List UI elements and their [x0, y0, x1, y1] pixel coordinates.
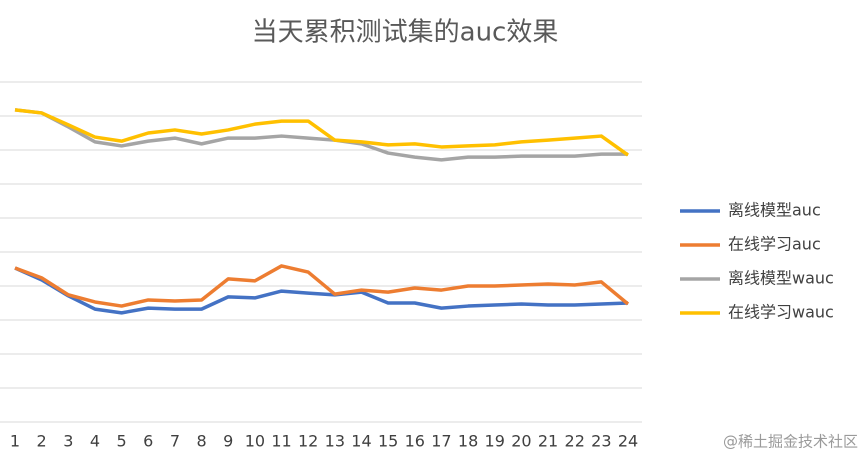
- line: [14, 264, 630, 308]
- x-tick-label: 17: [431, 432, 451, 451]
- watermark: @稀土掘金技术社区: [723, 433, 858, 451]
- x-tick-label: 1: [10, 432, 20, 451]
- legend-label: 离线模型wauc: [728, 269, 834, 288]
- legend-label: 在线学习auc: [728, 235, 821, 254]
- x-tick-label: 13: [325, 432, 345, 451]
- x-tick-label: 9: [223, 432, 233, 451]
- x-tick-label: 11: [271, 432, 291, 451]
- x-tick-label: 23: [591, 432, 611, 451]
- x-tick-label: 16: [405, 432, 425, 451]
- x-tick-label: 5: [117, 432, 127, 451]
- x-tick-label: 10: [245, 432, 265, 451]
- x-tick-label: 24: [618, 432, 638, 451]
- x-tick-label: 19: [485, 432, 505, 451]
- x-tick-label: 2: [37, 432, 47, 451]
- line: [14, 266, 629, 315]
- x-tick-label: 15: [378, 432, 398, 451]
- x-tick-label: 4: [90, 432, 100, 451]
- x-tick-label: 7: [170, 432, 180, 451]
- x-tick-label: 6: [143, 432, 153, 451]
- legend-label: 离线模型auc: [728, 201, 821, 220]
- line: [14, 108, 630, 157]
- x-tick-label: 14: [351, 432, 371, 451]
- chart-title: 当天累积测试集的auc效果: [252, 18, 559, 48]
- x-tick-label: 8: [196, 432, 206, 451]
- x-tick-label: 12: [298, 432, 318, 451]
- x-tick-label: 21: [538, 432, 558, 451]
- line: [14, 108, 628, 162]
- x-tick-label: 3: [63, 432, 73, 451]
- x-tick-label: 20: [511, 432, 531, 451]
- x-tick-label: 22: [565, 432, 585, 451]
- legend-label: 在线学习wauc: [728, 303, 834, 322]
- x-tick-label: 18: [458, 432, 478, 451]
